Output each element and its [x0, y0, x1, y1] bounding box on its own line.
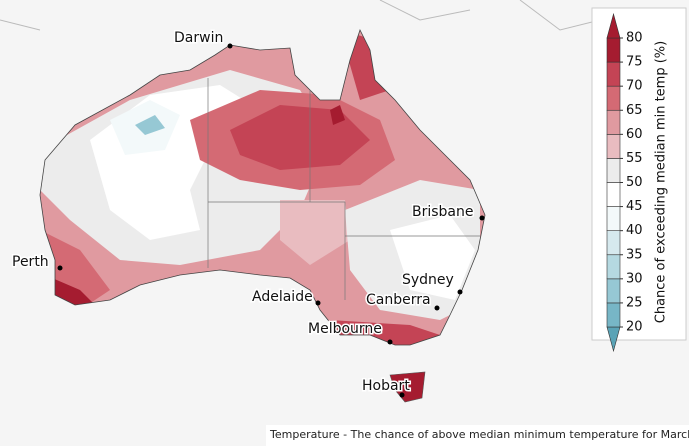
- coastline: [0, 0, 641, 171]
- legend-tick-label: 65: [626, 103, 643, 118]
- city-dot: [399, 392, 405, 398]
- city-label: Darwin: [174, 30, 223, 46]
- city-label: Sydney: [402, 272, 454, 288]
- legend-tick-label: 80: [626, 31, 643, 46]
- city-dot: [227, 43, 233, 49]
- legend-tick-label: 30: [626, 271, 643, 286]
- legend-tick-label: 45: [626, 199, 643, 214]
- legend-swatch: [606, 61, 621, 87]
- legend-title: Chance of exceeding median min temp (%): [654, 41, 669, 323]
- city-label: Perth: [12, 254, 49, 270]
- legend-swatch: [606, 12, 621, 39]
- legend: 20 25 30 35 40 45 50 55 60 65 70 75 80: [606, 12, 643, 353]
- caption: Temperature - The chance of above median…: [269, 428, 689, 441]
- legend-swatch: [606, 37, 621, 63]
- australia-outline: [39, 28, 486, 346]
- cities: Darwin Perth Brisbane Sydney Adelaide Canberr…: [11, 29, 485, 398]
- city-label: Melbourne: [308, 321, 382, 337]
- legend-tick-label: 60: [626, 127, 643, 142]
- city-label: Brisbane: [412, 204, 474, 220]
- contours: [40, 30, 485, 345]
- legend-swatch: [606, 230, 621, 256]
- legend-tick-label: 70: [626, 79, 643, 94]
- city-dot: [457, 289, 463, 295]
- state-borders: [207, 78, 480, 300]
- legend-tick-label: 40: [626, 223, 643, 238]
- legend-swatch: [606, 182, 621, 207]
- legend-tick-label: 50: [626, 175, 643, 190]
- legend-swatch: [606, 134, 621, 159]
- city-dot: [57, 265, 63, 271]
- legend-tick-label: 20: [626, 320, 643, 335]
- legend-tick-label: 35: [626, 247, 643, 262]
- city-dot: [315, 300, 321, 306]
- city-label: Canberra: [366, 292, 431, 308]
- legend-swatch: [606, 85, 621, 111]
- caption-bg: [266, 425, 689, 446]
- city-dot: [434, 305, 440, 311]
- legend-tick-label: 75: [626, 55, 643, 70]
- city-label: Adelaide: [252, 289, 313, 305]
- legend-swatch: [606, 158, 621, 183]
- legend-swatch: [606, 278, 621, 304]
- legend-swatch: [606, 302, 621, 328]
- legend-swatch: [606, 109, 621, 135]
- legend-tick-label: 25: [626, 295, 643, 310]
- city-dot: [387, 339, 393, 345]
- legend-swatch: [606, 254, 621, 280]
- tasmania: [389, 371, 426, 403]
- city-label: Hobart: [362, 378, 410, 394]
- legend-swatch: [606, 206, 621, 231]
- city-dot: [479, 215, 485, 221]
- legend-tick-label: 55: [626, 151, 643, 166]
